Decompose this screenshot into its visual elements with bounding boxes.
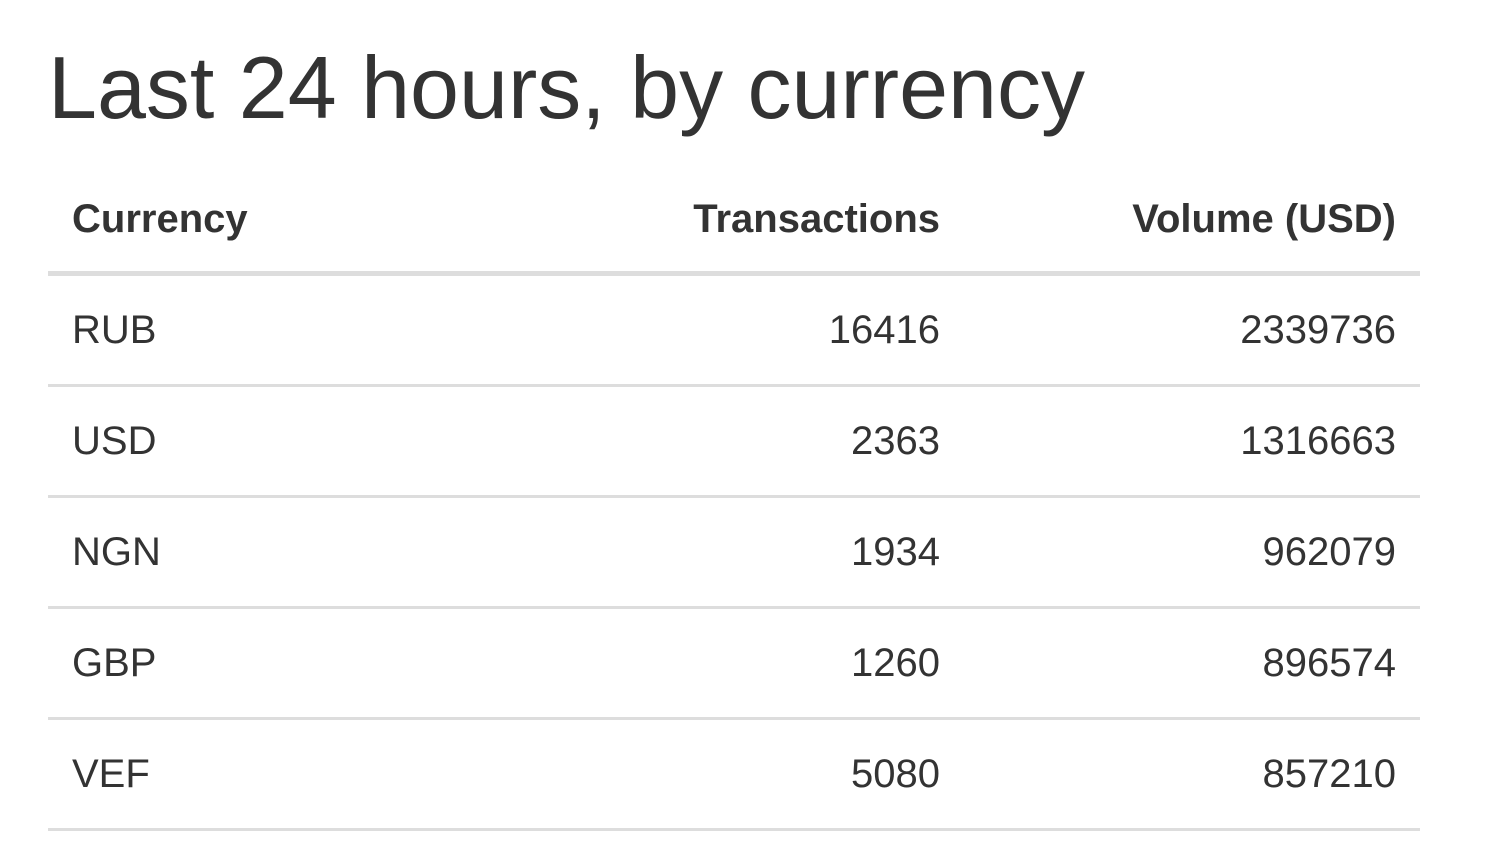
- cell-currency: GBP: [48, 607, 356, 720]
- header-row: Currency Transactions Volume (USD): [48, 166, 1420, 276]
- column-header-currency: Currency: [48, 166, 356, 276]
- table-body: RUB 16416 2339736 USD 2363 1316663 NGN 1…: [48, 273, 1420, 831]
- table-row: USD 2363 1316663: [48, 385, 1420, 498]
- table-row: GBP 1260 896574: [48, 607, 1420, 720]
- page-title: Last 24 hours, by currency: [48, 38, 1085, 137]
- currency-table: Currency Transactions Volume (USD) RUB 1…: [48, 166, 1420, 831]
- cell-volume: 2339736: [964, 273, 1420, 387]
- cell-volume: 962079: [964, 496, 1420, 609]
- cell-transactions: 5080: [356, 718, 964, 831]
- cell-volume: 896574: [964, 607, 1420, 720]
- cell-transactions: 1260: [356, 607, 964, 720]
- cell-transactions: 2363: [356, 385, 964, 498]
- cell-currency: VEF: [48, 718, 356, 831]
- cell-currency: USD: [48, 385, 356, 498]
- cell-currency: NGN: [48, 496, 356, 609]
- cell-volume: 857210: [964, 718, 1420, 831]
- cell-transactions: 16416: [356, 273, 964, 387]
- table-row: VEF 5080 857210: [48, 718, 1420, 831]
- table-row: RUB 16416 2339736: [48, 273, 1420, 387]
- column-header-volume: Volume (USD): [964, 166, 1420, 276]
- table-header: Currency Transactions Volume (USD): [48, 166, 1420, 276]
- column-header-transactions: Transactions: [356, 166, 964, 276]
- cell-volume: 1316663: [964, 385, 1420, 498]
- cell-transactions: 1934: [356, 496, 964, 609]
- cell-currency: RUB: [48, 273, 356, 387]
- table-row: NGN 1934 962079: [48, 496, 1420, 609]
